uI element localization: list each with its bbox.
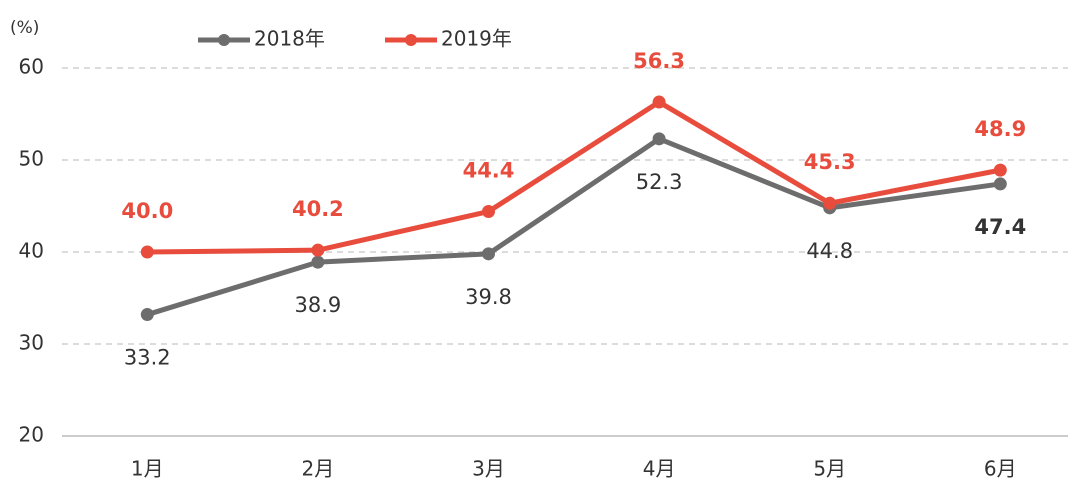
legend-marker [218,34,230,46]
data-label: 48.9 [974,117,1026,141]
data-label: 40.2 [292,197,344,221]
point [140,245,154,259]
point [993,163,1007,177]
y-tick-label: 20 [19,423,44,447]
legend-label: 2019年 [441,27,512,51]
y-tick-label: 40 [19,239,44,263]
data-label: 33.2 [124,346,171,370]
y-axis-label: (%) [10,18,39,38]
point [652,132,666,146]
legend-label: 2018年 [254,27,325,51]
data-label: 39.8 [465,285,512,309]
x-tick-label: 5月 [813,457,846,481]
x-tick-label: 6月 [984,457,1017,481]
legend-marker [405,34,417,46]
data-label: 52.3 [636,170,683,194]
x-tick-label: 2月 [302,457,335,481]
data-label: 38.9 [295,293,342,317]
data-label: 56.3 [633,49,685,73]
point [311,243,325,257]
data-label: 40.0 [121,199,173,223]
x-tick-label: 1月 [131,457,164,481]
series-line [146,136,1001,317]
data-label: 45.3 [804,150,856,174]
y-tick-label: 30 [19,331,44,355]
point [482,247,495,261]
x-tick-label: 4月 [643,457,676,481]
point [311,255,325,269]
point [140,308,154,322]
series-line [147,99,1001,255]
data-label: 44.8 [806,239,853,263]
y-tick-label: 50 [19,147,44,171]
x-tick-label: 3月 [472,457,505,481]
point [993,177,1007,191]
data-label: 47.4 [974,215,1026,239]
point [652,95,666,109]
point [482,205,495,219]
data-label: 44.4 [463,159,515,183]
y-tick-label: 60 [19,55,44,79]
point [823,196,837,210]
